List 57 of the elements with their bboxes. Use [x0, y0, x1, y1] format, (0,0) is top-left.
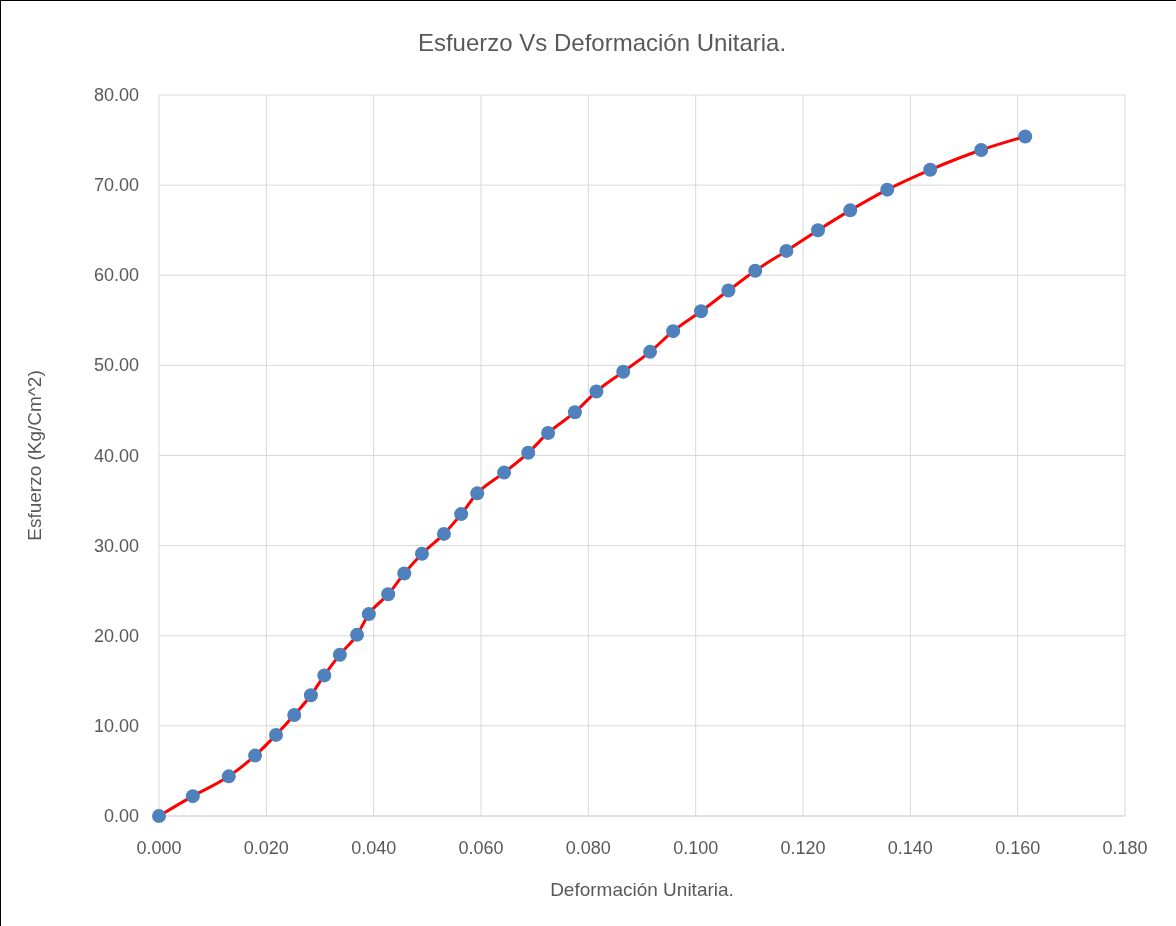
point: [643, 344, 658, 359]
point: [616, 364, 631, 379]
point: [974, 142, 989, 157]
point: [268, 727, 283, 742]
y-tick-label: 50.00: [93, 355, 139, 376]
y-tick-label: 40.00: [93, 445, 139, 466]
point: [721, 283, 736, 298]
point: [470, 486, 485, 501]
y-tick-label: 20.00: [93, 625, 139, 646]
point: [589, 384, 604, 399]
point: [361, 607, 376, 622]
x-tick-label: 0.160: [995, 838, 1041, 858]
x-tick-label: 0.100: [673, 838, 719, 858]
point: [541, 425, 556, 440]
point: [811, 223, 826, 238]
point: [880, 182, 895, 197]
point: [843, 203, 858, 218]
x-tick-label: 0.040: [351, 838, 397, 858]
x-tick-label: 0.020: [243, 838, 289, 858]
point: [287, 708, 302, 723]
y-tick-label: 60.00: [93, 265, 139, 286]
point: [666, 324, 681, 339]
point: [779, 243, 794, 258]
x-axis-title: Deformación Unitaria.: [550, 879, 734, 900]
point: [152, 809, 166, 823]
x-tick-label: 0.180: [1102, 838, 1148, 858]
point: [748, 263, 763, 278]
point: [397, 566, 412, 581]
point: [350, 627, 365, 642]
x-tick-label: 0.140: [887, 838, 933, 858]
y-axis-title: Esfuerzo (Kg/Cm^2): [24, 370, 45, 541]
point: [1018, 129, 1033, 144]
point: [332, 647, 347, 662]
x-tick-label: 0.060: [458, 838, 504, 858]
point: [454, 507, 469, 522]
point: [694, 304, 709, 319]
x-tick-label: 0.120: [780, 838, 826, 858]
point: [436, 526, 451, 541]
point: [414, 546, 429, 561]
y-tick-label: 10.00: [93, 715, 139, 736]
point: [567, 405, 582, 420]
point: [221, 769, 236, 784]
x-tick-label: 0.080: [565, 838, 611, 858]
point: [521, 445, 536, 460]
y-tick-label: 0.00: [103, 806, 139, 826]
point: [317, 668, 332, 683]
chart-title: Esfuerzo Vs Deformación Unitaria.: [417, 29, 787, 56]
point: [303, 688, 318, 703]
point: [497, 465, 512, 480]
point: [248, 748, 263, 763]
point: [381, 587, 396, 602]
y-tick-label: 80.00: [93, 85, 139, 105]
y-tick-label: 30.00: [93, 535, 139, 556]
x-tick-label: 0.000: [136, 838, 182, 858]
point: [185, 789, 200, 804]
y-tick-label: 70.00: [93, 175, 139, 196]
point: [923, 162, 938, 177]
